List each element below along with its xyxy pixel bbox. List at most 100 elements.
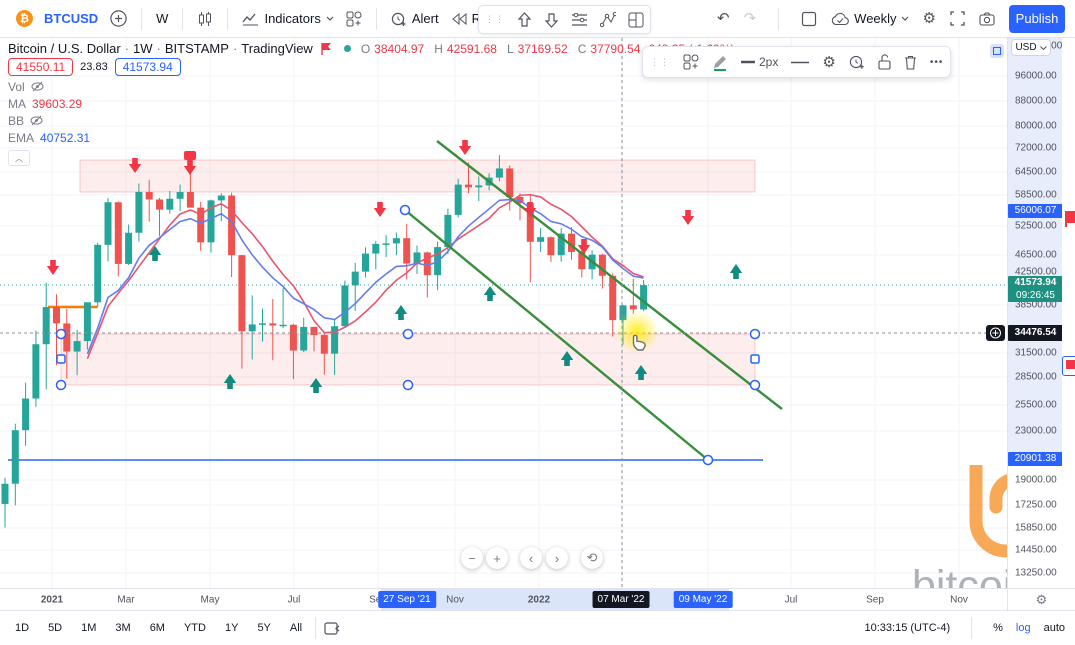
quote-row: 41550.11 23.83 41573.94 xyxy=(8,58,735,76)
zoom-in-button[interactable]: + xyxy=(486,547,508,569)
drawing-handle[interactable] xyxy=(55,328,67,340)
drag-handle-icon[interactable]: ⋮⋮ xyxy=(485,14,505,25)
axis-settings-corner[interactable]: ⚙ xyxy=(1007,588,1075,610)
alert-add-icon[interactable] xyxy=(849,54,865,70)
gear-icon[interactable]: ⚙ xyxy=(1035,591,1048,607)
range-button-5y[interactable]: 5Y xyxy=(257,622,271,634)
drawing-handle[interactable] xyxy=(749,379,761,391)
indicator-row-vol[interactable]: Vol xyxy=(8,78,735,95)
chevron-down-icon xyxy=(901,16,908,21)
close-value: 37790.54 xyxy=(590,41,641,56)
drawing-handle[interactable] xyxy=(750,354,760,364)
eye-off-icon[interactable] xyxy=(31,81,44,92)
drawing-settings-gear-icon[interactable]: ⚙ xyxy=(822,53,836,71)
lock-open-icon[interactable] xyxy=(878,54,891,70)
auto-scale-button[interactable]: auto xyxy=(1043,622,1065,634)
flag-icon[interactable] xyxy=(321,42,332,55)
drawing-handle[interactable] xyxy=(55,379,67,391)
grid-layout-tool-icon[interactable] xyxy=(628,12,644,28)
arrow-up-tool-icon[interactable] xyxy=(517,11,532,28)
bottom-toolbar: 1D 5D 1M 3M 6M YTD 1Y 5Y All 10:33:15 (UTC-4) % … xyxy=(0,610,1075,645)
clock[interactable]: 10:33:15 (UTC-4) xyxy=(864,622,951,634)
drawing-handle[interactable] xyxy=(702,454,714,466)
anchor-date-label: 27 Sep '21 xyxy=(378,591,436,608)
horizontal-lines-tool-icon[interactable] xyxy=(571,12,588,27)
high-value: 42591.68 xyxy=(446,41,497,56)
settings-gear-icon[interactable]: ⚙ xyxy=(922,10,936,27)
line-style-icon[interactable] xyxy=(791,61,810,64)
anchor-price-label: 20901.38 xyxy=(1008,452,1063,466)
bar-countdown: 09:26:45 xyxy=(1016,290,1055,301)
clipped-marker-box xyxy=(1062,356,1075,376)
indicator-row-ma[interactable]: MA 39603.29 xyxy=(8,95,735,112)
scroll-right-button[interactable]: › xyxy=(546,547,568,569)
buy-signal-arrow-icon xyxy=(634,365,648,380)
percent-scale-button[interactable]: % xyxy=(993,622,1003,634)
scroll-left-button[interactable]: ‹ xyxy=(520,547,542,569)
range-button-1m[interactable]: 1M xyxy=(81,622,97,634)
compare-add-button[interactable] xyxy=(104,6,133,31)
currency-toggle-button[interactable]: USD xyxy=(1011,39,1051,56)
arrow-down-tool-icon[interactable] xyxy=(544,12,559,28)
trash-icon[interactable] xyxy=(904,55,917,70)
add-alert-plus-button[interactable] xyxy=(986,325,1005,341)
time-axis[interactable]: 2021 Mar May Jul Sep Nov 2022 Jul Sep Nov 27 Sep '… xyxy=(0,588,1007,611)
layout-icon[interactable] xyxy=(801,11,817,27)
range-button-all[interactable]: All xyxy=(289,622,303,634)
log-scale-button[interactable]: log xyxy=(1015,622,1031,634)
indicators-button[interactable]: Indicators xyxy=(236,7,339,30)
camera-icon[interactable] xyxy=(979,11,995,26)
ema-value: 40752.31 xyxy=(40,130,91,145)
pane-maximize-icon[interactable] xyxy=(990,44,1004,58)
drawing-handle[interactable] xyxy=(56,354,66,364)
crosshair-date-label: 07 Mar '22 xyxy=(592,591,650,608)
zoom-out-button[interactable]: − xyxy=(461,547,483,569)
line-width-button[interactable]: 2px xyxy=(741,55,778,69)
range-button-ytd[interactable]: YTD xyxy=(183,622,206,634)
symbol-info-row[interactable]: Bitcoin / U.S. Dollar · 1W · BITSTAMP · … xyxy=(8,41,735,56)
more-options-icon[interactable]: ••• xyxy=(929,56,944,68)
price-chart[interactable] xyxy=(0,38,1007,588)
time-tick: Sep xyxy=(369,594,387,605)
color-pencil-button[interactable] xyxy=(712,54,728,71)
price-tick: 42500.00 xyxy=(1015,266,1057,278)
symbol-button[interactable]: ₿ BTCUSD xyxy=(10,6,104,31)
templates-icon[interactable] xyxy=(683,54,699,70)
redo-icon[interactable]: ↷ xyxy=(743,10,757,27)
price-tick: 58500.00 xyxy=(1015,189,1057,201)
chart-style-button[interactable] xyxy=(191,7,219,31)
legend-collapse-button[interactable]: ︿ xyxy=(8,150,30,166)
drawing-handle[interactable] xyxy=(749,328,761,340)
drawing-handle[interactable] xyxy=(399,204,411,216)
chart-pane[interactable]: Bitcoin / U.S. Dollar · 1W · BITSTAMP · … xyxy=(0,38,1007,588)
undo-icon[interactable]: ↶ xyxy=(717,10,730,27)
range-button-1d[interactable]: 1D xyxy=(15,622,30,634)
currency-label: USD xyxy=(1015,42,1037,53)
range-button-5d[interactable]: 5D xyxy=(48,622,63,634)
high-label: H xyxy=(434,41,443,56)
range-button-1y[interactable]: 1Y xyxy=(224,622,239,634)
reset-chart-button[interactable]: ⟲ xyxy=(581,547,603,569)
drag-handle-icon[interactable]: ⋮⋮ xyxy=(650,56,670,67)
go-to-date-icon[interactable] xyxy=(324,621,340,635)
drawing-handle[interactable] xyxy=(402,328,414,340)
price-tick: 19000.00 xyxy=(1015,474,1057,486)
price-tick: 23000.00 xyxy=(1015,425,1057,437)
indicator-templates-button[interactable] xyxy=(340,7,368,31)
alert-button[interactable]: Alert xyxy=(385,7,445,31)
drawing-handle[interactable] xyxy=(402,379,414,391)
range-button-6m[interactable]: 6M xyxy=(149,622,165,634)
indicator-row-bb[interactable]: BB xyxy=(8,112,735,129)
range-button-3m[interactable]: 3M xyxy=(115,622,131,634)
indicator-row-ema[interactable]: EMA 40752.31 xyxy=(8,129,735,146)
eye-off-icon[interactable] xyxy=(30,115,43,126)
price-axis[interactable]: 104000.0096000.0088000.0080000.0072000.0… xyxy=(1007,38,1063,588)
pattern-tool-icon[interactable] xyxy=(600,11,616,28)
interval-button[interactable]: W xyxy=(150,7,174,30)
publish-button[interactable]: Publish xyxy=(1009,4,1065,33)
price-tick: 64500.00 xyxy=(1015,166,1057,178)
toolbar-right-group: ↶ ↷ Weekly ⚙ Publish xyxy=(717,4,1065,33)
fullscreen-icon[interactable] xyxy=(950,11,965,26)
cloud-save-interval-button[interactable]: Weekly xyxy=(831,11,908,26)
